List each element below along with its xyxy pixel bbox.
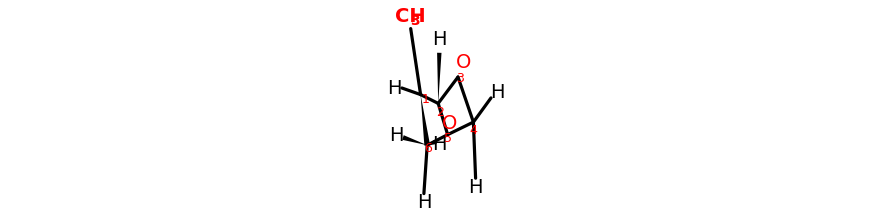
Text: 5: 5 (444, 132, 452, 145)
Text: H: H (468, 178, 483, 196)
Text: 6: 6 (424, 142, 432, 155)
Text: H: H (432, 135, 446, 154)
Text: H: H (490, 83, 504, 102)
Text: O: O (456, 53, 471, 72)
Text: H: H (389, 126, 403, 145)
Text: 3: 3 (456, 72, 464, 85)
Text: H: H (417, 193, 431, 212)
Polygon shape (402, 135, 427, 145)
Text: O: O (442, 114, 458, 133)
Text: H: H (432, 30, 446, 49)
Polygon shape (437, 53, 441, 103)
Polygon shape (420, 95, 430, 146)
Text: CH: CH (395, 7, 426, 26)
Text: 1: 1 (422, 93, 430, 106)
Text: H: H (387, 79, 402, 97)
Text: 4: 4 (469, 124, 477, 137)
Text: 2: 2 (437, 106, 445, 119)
Text: 3: 3 (411, 14, 420, 28)
